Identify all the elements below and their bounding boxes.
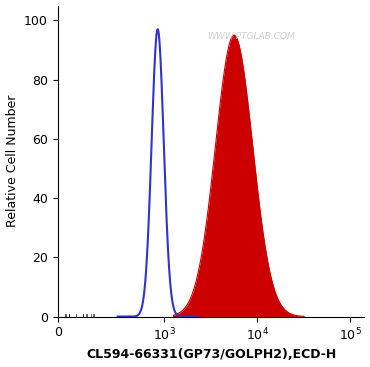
X-axis label: CL594-66331(GP73/GOLPH2),ECD-H: CL594-66331(GP73/GOLPH2),ECD-H xyxy=(86,348,336,361)
Y-axis label: Relative Cell Number: Relative Cell Number xyxy=(6,95,18,227)
Text: WWW.PTGLAB.COM: WWW.PTGLAB.COM xyxy=(207,32,295,41)
